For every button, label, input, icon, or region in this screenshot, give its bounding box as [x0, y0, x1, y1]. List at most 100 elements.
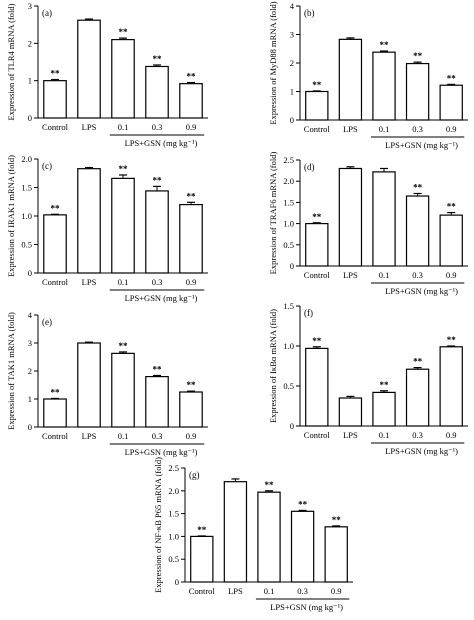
bar	[179, 83, 203, 119]
bar	[145, 190, 169, 274]
y-tick-label: 1.5	[168, 509, 179, 519]
bar	[305, 347, 329, 427]
y-tick-label: 2.5	[168, 463, 179, 473]
y-tick-label: 4	[28, 310, 33, 320]
panel-tag: (e)	[42, 317, 52, 327]
panel-b: 0 1 2 3 4 Expression of MyD88 mRNA (fold) (b) *…	[268, 1, 468, 150]
x-tick-label: 0.3	[152, 431, 163, 441]
x-tick-label: 0.9	[186, 277, 197, 287]
x-tick-label: Control	[304, 430, 331, 440]
significance-mark: **	[312, 336, 322, 346]
y-tick-label: 1.0	[283, 341, 294, 351]
x-tick-label: 0.1	[379, 270, 390, 280]
y-tick-label: 3	[290, 30, 294, 40]
bar	[77, 342, 101, 428]
x-tick-label: 0.9	[186, 431, 197, 441]
y-tick-label: 2	[28, 38, 32, 48]
significance-mark: **	[187, 191, 197, 201]
bar	[257, 491, 281, 583]
y-axis-label: Expression of TAK1 mRNA (fold)	[6, 312, 16, 430]
x-tick-label: 0.1	[264, 586, 275, 596]
x-tick-label: 0.3	[412, 270, 423, 280]
panel-tag: (g)	[189, 470, 200, 480]
y-tick-label: 0.5	[283, 240, 294, 250]
bar	[372, 51, 396, 121]
panel-c: 0 0.5 1.0 1.5 2.0 Expression of IRAK1 mRNA (f…	[6, 154, 208, 303]
y-axis-label: Expression of NF-κB P65 mRNA (fold)	[153, 457, 163, 593]
significance-mark: **	[119, 27, 129, 37]
y-axis-label: Expression of IRAK1 mRNA (fold)	[6, 155, 16, 277]
y-tick-label: 0	[290, 115, 294, 125]
y-tick-label: 1.5	[283, 301, 294, 311]
panel-d: 0 0.5 1.0 1.5 2.0 2.5 Expression of TRAF6 mRNA…	[268, 152, 468, 296]
bar	[111, 352, 135, 428]
bar	[324, 526, 348, 583]
x-tick-label: Control	[304, 270, 331, 280]
x-group-label: LPS+GSN (mg kg⁻¹)	[270, 602, 343, 612]
y-axis-label: Expression of TLR4 mRNA (fold)	[6, 3, 16, 120]
x-group-label: LPS+GSN (mg kg⁻¹)	[385, 286, 458, 296]
panel-tag: (c)	[42, 161, 52, 171]
bar	[179, 391, 203, 428]
bar	[305, 223, 329, 267]
bar	[145, 376, 169, 428]
significance-mark: **	[332, 515, 342, 525]
y-axis-label: Expression of MyD88 mRNA (fold)	[268, 1, 278, 124]
x-tick-label: LPS	[343, 430, 358, 440]
y-tick-label: 2.0	[21, 154, 32, 164]
significance-mark: **	[153, 54, 163, 64]
bar	[43, 214, 67, 274]
y-tick-label: 2	[290, 58, 294, 68]
x-group-label: LPS+GSN (mg kg⁻¹)	[125, 293, 198, 303]
panel-a: 0 1 2 3 Expression of TLR4 mRNA (fold) (a) ** C…	[6, 1, 208, 148]
bar	[338, 167, 363, 267]
bar	[338, 397, 363, 427]
significance-mark: **	[265, 480, 275, 490]
y-tick-label: 1.0	[283, 219, 294, 229]
panel-tag: (d)	[304, 162, 315, 172]
x-tick-label: 0.3	[297, 586, 308, 596]
y-tick-label: 1.5	[21, 183, 32, 193]
bar	[179, 204, 203, 274]
x-group-label: LPS+GSN (mg kg⁻¹)	[385, 446, 458, 456]
bar	[439, 84, 463, 121]
x-group-label: LPS+GSN (mg kg⁻¹)	[385, 140, 458, 150]
bar	[405, 368, 430, 427]
y-tick-label: 1.0	[168, 531, 179, 541]
significance-mark: **	[187, 380, 197, 390]
x-tick-label: 0.9	[446, 430, 457, 440]
significance-mark: **	[51, 387, 61, 397]
significance-mark: **	[197, 525, 207, 535]
significance-mark: **	[447, 335, 457, 345]
significance-mark: **	[312, 80, 322, 90]
bar	[372, 391, 396, 427]
x-tick-label: Control	[189, 586, 216, 596]
x-tick-label: 0.3	[152, 277, 163, 287]
bar	[405, 195, 430, 267]
x-tick-label: 0.3	[412, 430, 423, 440]
x-tick-label: LPS	[343, 270, 358, 280]
panel-tag: (f)	[304, 308, 313, 318]
significance-mark: **	[119, 164, 129, 174]
x-tick-label: Control	[42, 431, 69, 441]
bar	[43, 398, 67, 428]
x-tick-label: LPS	[343, 124, 358, 134]
bar	[439, 214, 463, 267]
y-tick-label: 2.0	[283, 176, 294, 186]
bar	[43, 80, 67, 119]
panel-f: 0 0.5 1.0 1.5 Expression of IκBα mRNA (fold)…	[268, 301, 468, 456]
y-tick-label: 1.5	[283, 197, 294, 207]
bar	[405, 62, 430, 121]
y-tick-label: 1	[28, 76, 32, 86]
x-group-label: LPS+GSN (mg kg⁻¹)	[125, 447, 198, 457]
y-tick-label: 0.5	[21, 240, 32, 250]
x-tick-label: 0.1	[118, 277, 129, 287]
y-tick-label: 0	[290, 261, 294, 271]
x-tick-label: 0.9	[446, 270, 457, 280]
bar	[77, 168, 101, 274]
significance-mark: **	[380, 40, 390, 50]
bar	[77, 19, 101, 119]
x-tick-label: LPS	[82, 277, 97, 287]
significance-mark: **	[413, 51, 423, 61]
significance-mark: **	[298, 499, 308, 509]
